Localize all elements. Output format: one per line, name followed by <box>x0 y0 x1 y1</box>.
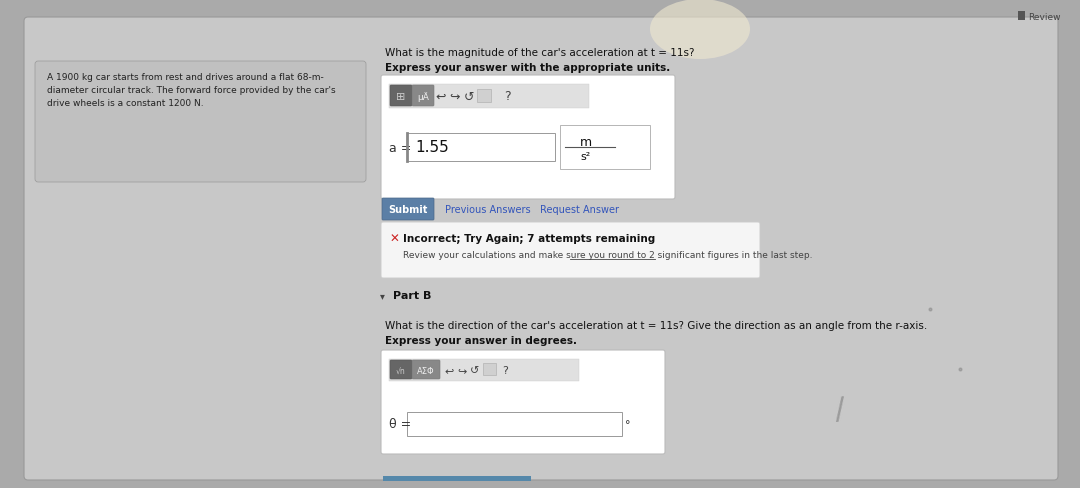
Bar <box>561 126 650 170</box>
Text: ?: ? <box>503 90 511 103</box>
Text: √n: √n <box>396 366 406 375</box>
FancyBboxPatch shape <box>411 360 440 379</box>
Text: ?: ? <box>502 365 508 375</box>
Text: Submit: Submit <box>389 204 428 215</box>
Text: ΑΣΦ: ΑΣΦ <box>417 366 435 375</box>
Text: 1.55: 1.55 <box>415 140 449 155</box>
Bar <box>477 90 491 103</box>
Text: ↪: ↪ <box>457 365 467 375</box>
Bar <box>383 476 531 481</box>
FancyBboxPatch shape <box>390 360 411 379</box>
Text: m: m <box>580 136 592 149</box>
FancyBboxPatch shape <box>24 18 1058 480</box>
Text: Review your calculations and make sure you round to 2 significant figures in the: Review your calculations and make sure y… <box>403 250 812 259</box>
Bar <box>389 85 589 109</box>
FancyBboxPatch shape <box>382 199 434 221</box>
Text: ✕: ✕ <box>389 232 399 245</box>
Text: ↺: ↺ <box>463 90 474 103</box>
Text: ↺: ↺ <box>470 365 480 375</box>
Text: ↪: ↪ <box>449 90 460 103</box>
Text: ▾: ▾ <box>380 290 384 301</box>
Text: μÄ: μÄ <box>417 92 429 102</box>
Text: Part B: Part B <box>393 290 431 301</box>
Text: Previous Answers: Previous Answers <box>445 204 530 215</box>
Text: s²: s² <box>580 152 591 162</box>
Text: °: ° <box>625 419 631 429</box>
Text: What is the magnitude of the car's acceleration at t = 11s?: What is the magnitude of the car's accel… <box>384 48 694 58</box>
Text: Review: Review <box>1028 13 1061 21</box>
Text: θ =: θ = <box>389 418 411 430</box>
Text: What is the direction of the car's acceleration at t = 11s? Give the direction a: What is the direction of the car's accel… <box>384 320 928 330</box>
Text: ⊞: ⊞ <box>396 92 406 102</box>
Text: Express your answer with the appropriate units.: Express your answer with the appropriate… <box>384 63 671 73</box>
Text: Request Answer: Request Answer <box>540 204 619 215</box>
Text: /: / <box>834 394 847 424</box>
FancyBboxPatch shape <box>381 350 665 454</box>
Bar <box>389 359 579 381</box>
Text: A 1900 kg car starts from rest and drives around a flat 68-m-
diameter circular : A 1900 kg car starts from rest and drive… <box>48 73 336 108</box>
FancyBboxPatch shape <box>411 86 434 107</box>
Text: a =: a = <box>389 141 411 154</box>
Bar <box>1018 12 1025 21</box>
FancyBboxPatch shape <box>381 76 675 200</box>
FancyBboxPatch shape <box>390 86 411 107</box>
Bar <box>483 363 496 375</box>
Ellipse shape <box>650 0 750 60</box>
Text: ↩: ↩ <box>444 365 454 375</box>
Text: Incorrect; Try Again; 7 attempts remaining: Incorrect; Try Again; 7 attempts remaini… <box>403 234 656 244</box>
FancyBboxPatch shape <box>35 62 366 183</box>
Bar <box>407 412 622 436</box>
FancyBboxPatch shape <box>381 223 760 279</box>
Text: Express your answer in degrees.: Express your answer in degrees. <box>384 335 577 346</box>
Bar <box>407 134 555 162</box>
Text: ↩: ↩ <box>435 90 446 103</box>
